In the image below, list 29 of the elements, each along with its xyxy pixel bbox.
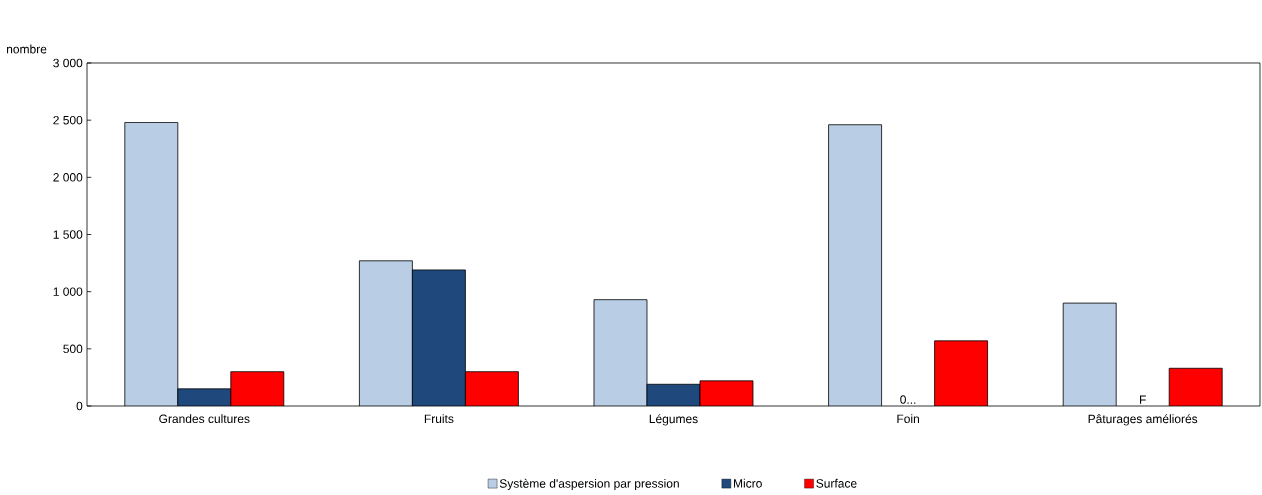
legend-label: Surface (816, 478, 857, 488)
y-tick-label: 3 000 (53, 58, 83, 68)
x-tick-label: Fruits (424, 414, 454, 424)
y-axis-title: nombre (7, 44, 47, 54)
bar (593, 299, 648, 406)
y-tick-label: 2 000 (53, 173, 83, 182)
legend-label: Micro (734, 478, 762, 488)
annotation: 0... (900, 395, 916, 404)
y-tick-label: 1 000 (53, 287, 83, 296)
annotation: F (1140, 395, 1146, 404)
y-tick-label: 0 (76, 401, 83, 411)
bar (699, 380, 754, 406)
y-tick-label: 1 500 (53, 230, 83, 239)
bar (124, 122, 179, 406)
bar (411, 269, 466, 406)
legend-label: Système d'aspersion par pression (499, 478, 679, 491)
bar (358, 260, 413, 406)
bar (465, 371, 519, 406)
y-tick-label: 2 500 (53, 115, 83, 125)
x-tick-label: Foin (897, 414, 919, 424)
bar (934, 340, 988, 406)
y-tick-label: 500 (63, 344, 83, 354)
bar (828, 124, 882, 406)
x-tick-label: Grandes cultures (159, 414, 250, 424)
bar (1062, 302, 1117, 406)
bar (230, 371, 285, 406)
x-tick-label: Pâturages améliorés (1088, 414, 1198, 426)
bar (1168, 367, 1223, 406)
x-tick-label: Légumes (649, 414, 698, 426)
